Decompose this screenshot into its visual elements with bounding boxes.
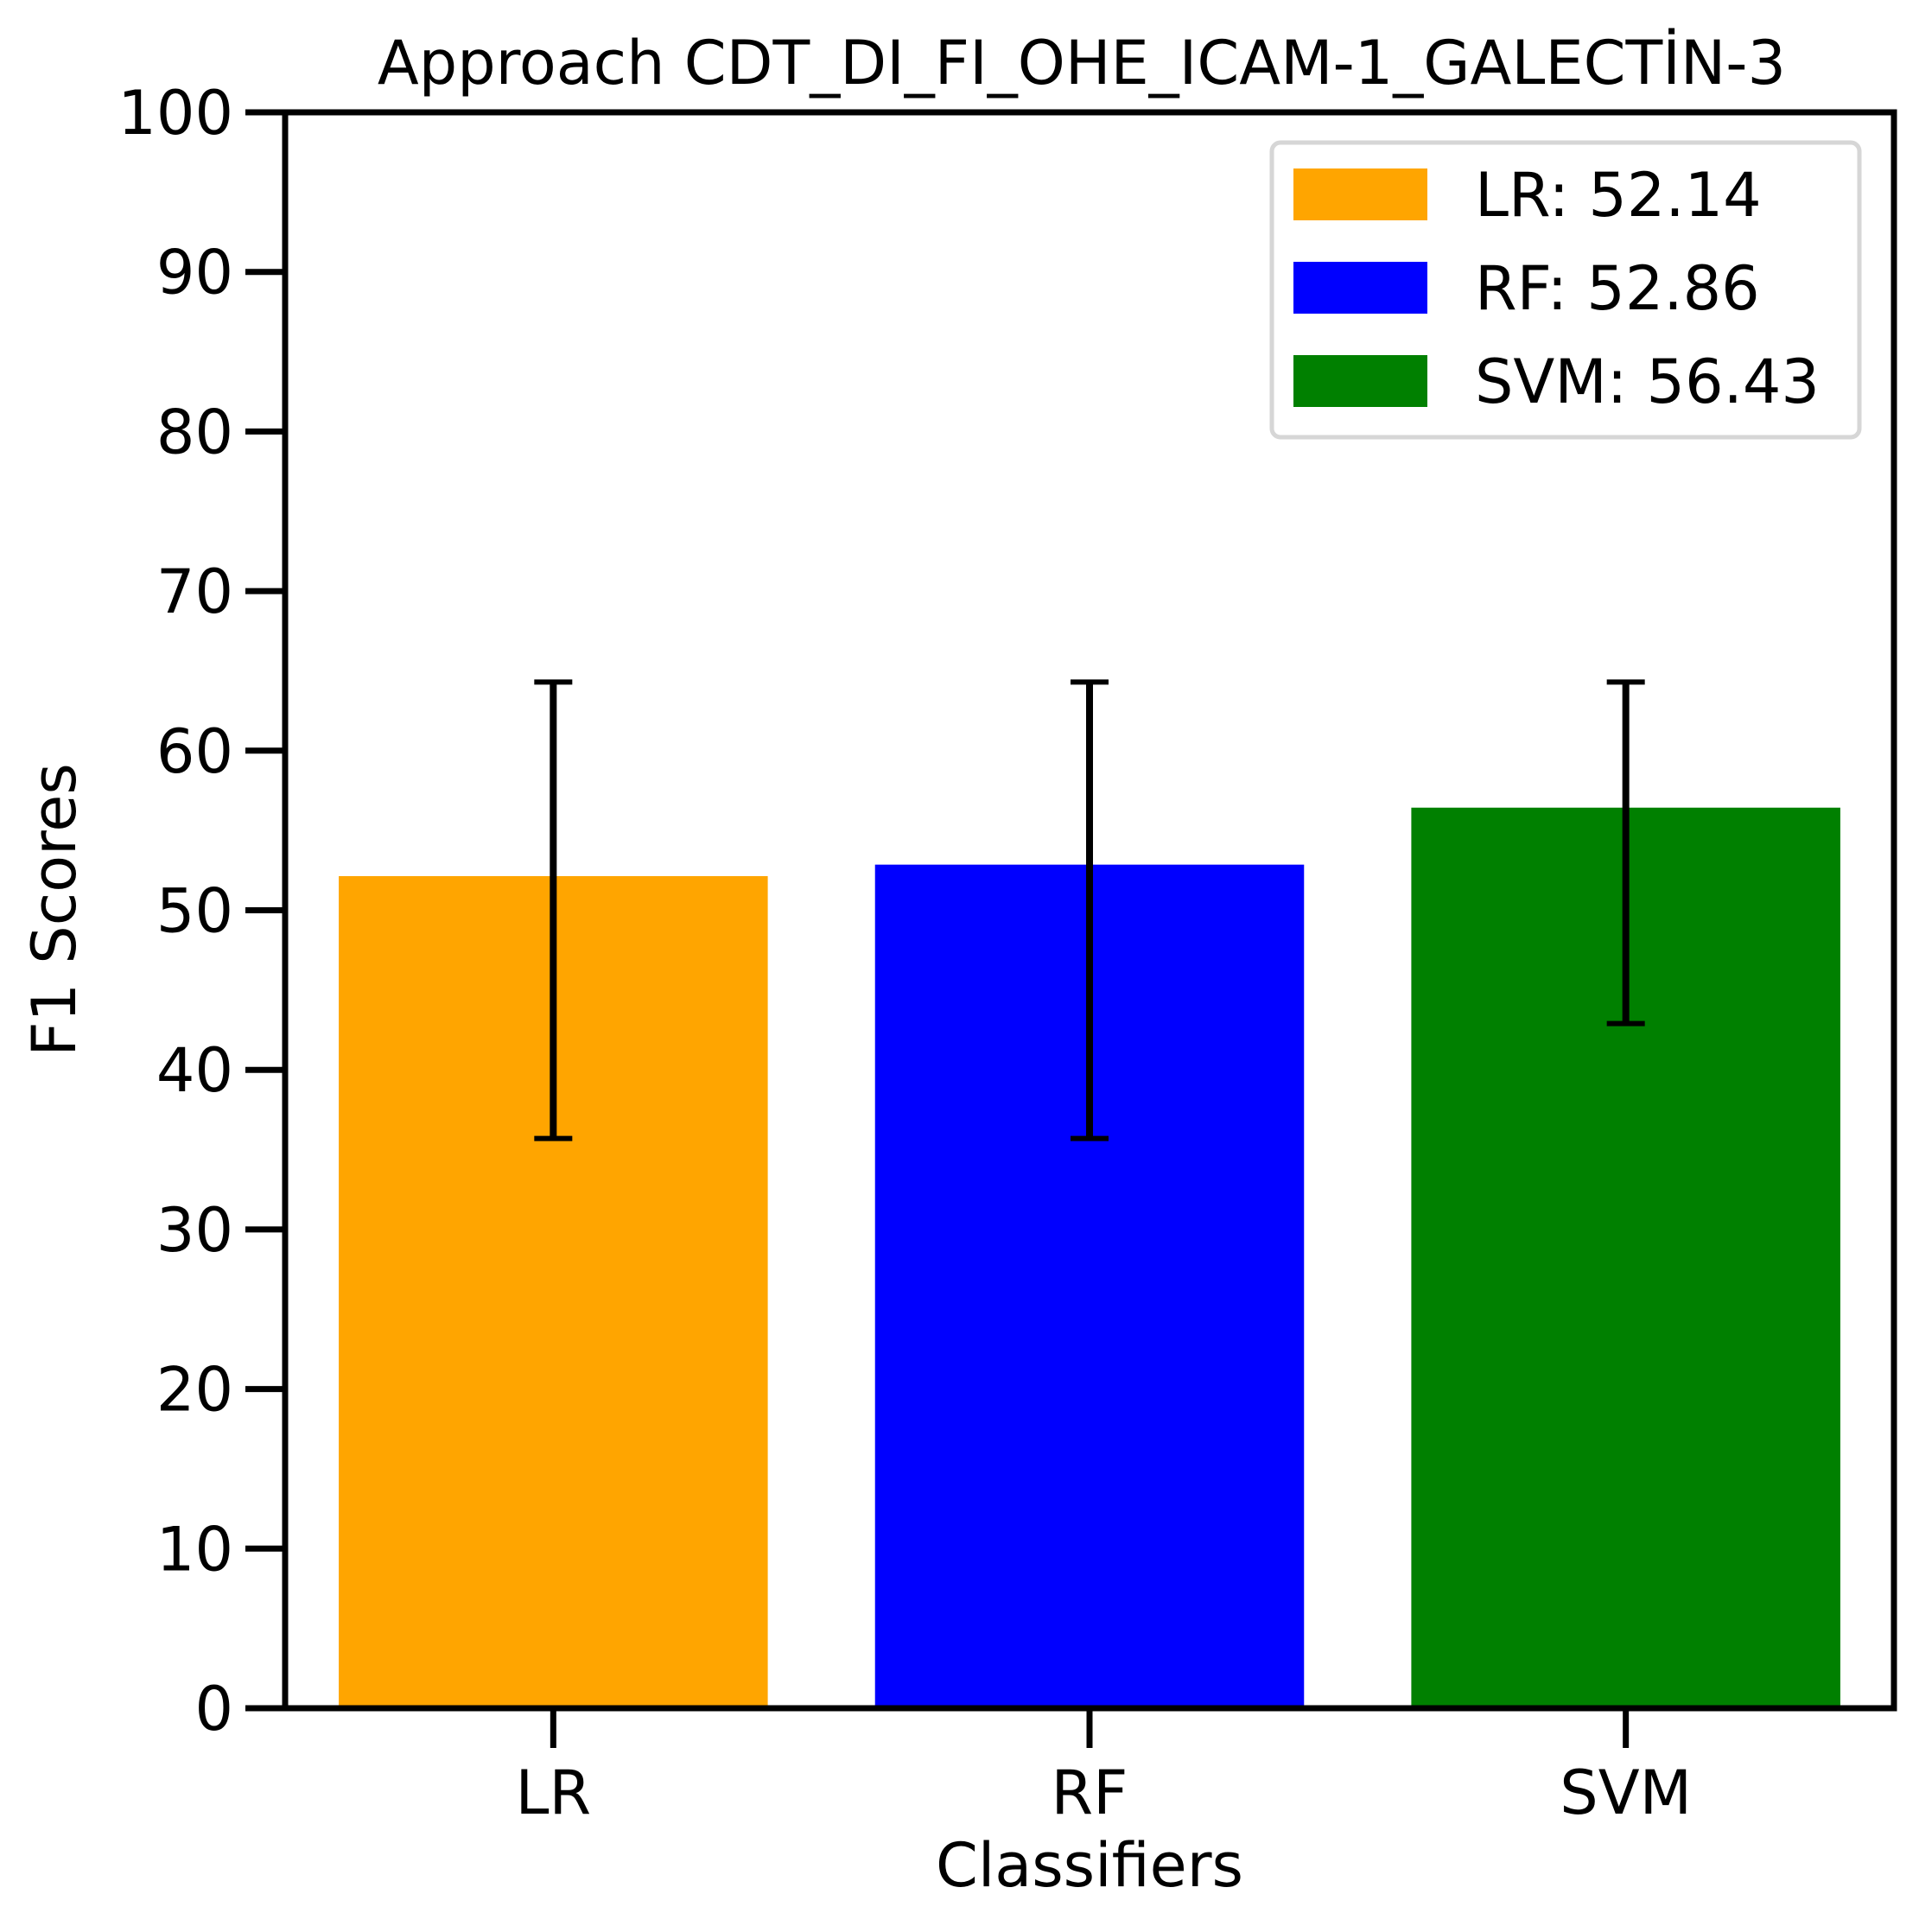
y-tick-label: 10 [156, 1514, 233, 1585]
y-tick-label: 40 [156, 1035, 233, 1106]
error-bar-svm [1606, 679, 1645, 1026]
chart-title: Approach CDT_DI_FI_OHE_ICAM-1_GALECTİN-3 [378, 28, 1786, 99]
y-tick-label: 60 [156, 716, 233, 787]
y-axis: 0 10 20 30 40 50 60 70 80 90 100 [118, 78, 285, 1745]
x-axis: LR RF SVM [516, 1708, 1692, 1828]
y-tick-label: 80 [156, 397, 233, 467]
legend-label: SVM: 56.43 [1475, 346, 1820, 417]
legend-swatch [1293, 262, 1427, 314]
y-axis-label: F1 Scores [19, 763, 90, 1057]
y-tick-label: 90 [156, 238, 233, 308]
error-bar-lr [534, 679, 573, 1141]
legend: LR: 52.14 RF: 52.86 SVM: 56.43 [1269, 140, 1862, 440]
legend-entry: SVM: 56.43 [1293, 346, 1820, 417]
x-tick-label: LR [516, 1757, 592, 1828]
y-tick-label: 20 [156, 1355, 233, 1426]
y-tick-label: 50 [156, 876, 233, 947]
legend-swatch [1293, 355, 1427, 407]
x-tick-label: SVM [1560, 1757, 1692, 1828]
legend-entry: LR: 52.14 [1293, 160, 1762, 231]
legend-swatch [1293, 168, 1427, 220]
legend-label: RF: 52.86 [1475, 253, 1760, 324]
legend-entry: RF: 52.86 [1293, 253, 1760, 324]
x-tick-label: RF [1052, 1757, 1128, 1828]
legend-label: LR: 52.14 [1475, 160, 1762, 231]
y-tick-label: 0 [194, 1674, 233, 1745]
y-tick-label: 30 [156, 1195, 233, 1266]
y-tick-label: 70 [156, 556, 233, 627]
error-bar-rf [1071, 679, 1109, 1141]
error-bars-layer [534, 679, 1645, 1141]
x-axis-label: Classifiers [936, 1830, 1243, 1901]
y-tick-label: 100 [118, 78, 233, 149]
